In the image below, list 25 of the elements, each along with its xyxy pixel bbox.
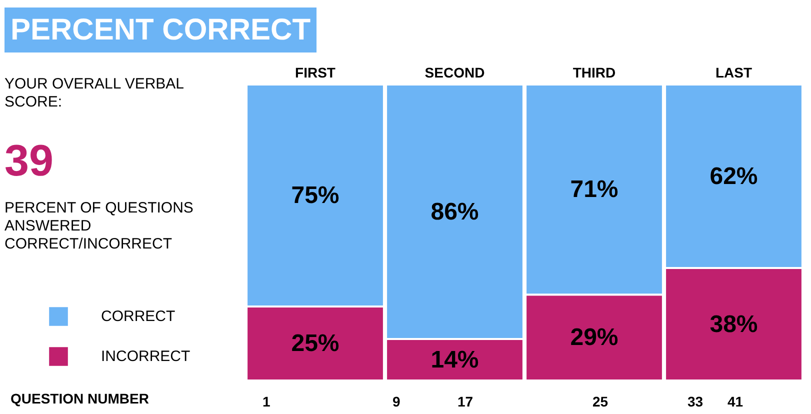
chart-title: PERCENT CORRECT xyxy=(10,14,311,46)
data-label: 14% xyxy=(430,346,479,374)
legend-label: INCORRECT xyxy=(101,348,190,364)
text: PERCENT OF QUESTIONS ANSWERED CORRECT/INCORRECT xyxy=(4,200,194,252)
data-label: 86% xyxy=(430,198,479,226)
data-label: 75% xyxy=(291,182,340,209)
x-tick-label: SECOND xyxy=(424,64,485,80)
x-tick-label: LAST xyxy=(715,64,752,80)
text: 39 xyxy=(4,136,54,186)
legend-label: CORRECT xyxy=(101,308,176,324)
text: 17 xyxy=(458,394,474,410)
x-tick-label: THIRD xyxy=(572,64,616,80)
text: 25 xyxy=(592,394,608,410)
data-label: 29% xyxy=(570,324,618,352)
data-label: 25% xyxy=(291,330,340,357)
text: YOUR OVERALL VERBAL SCORE: xyxy=(4,76,184,110)
text: 1 xyxy=(262,394,270,410)
data-label: 62% xyxy=(710,162,758,190)
text: 9 xyxy=(392,394,400,410)
x-tick-label: FIRST xyxy=(295,64,336,80)
text: QUESTION NUMBER xyxy=(10,390,149,406)
data-label: 71% xyxy=(570,176,618,204)
text: 33 xyxy=(688,394,704,410)
data-label: 38% xyxy=(710,310,758,338)
text: 41 xyxy=(728,394,744,410)
